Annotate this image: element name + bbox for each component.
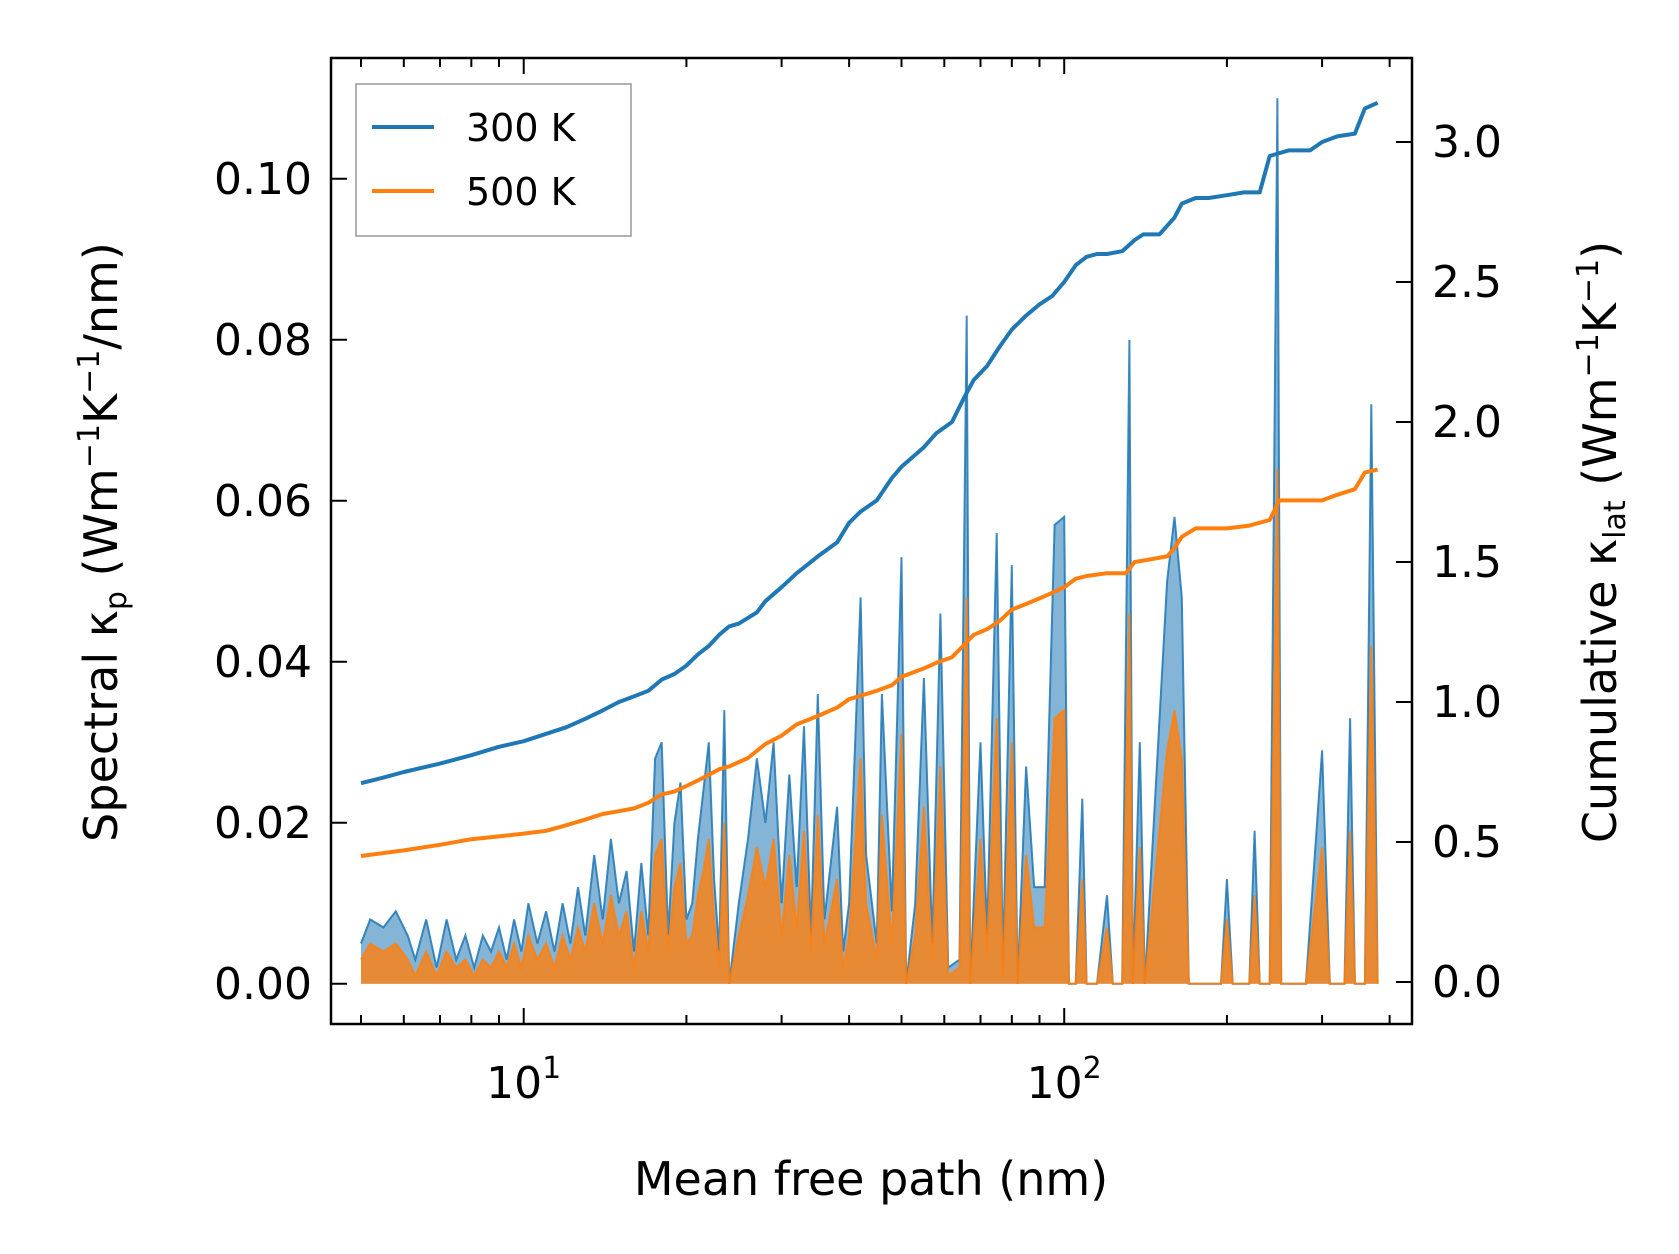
y-left-tick-label: 0.02	[214, 798, 312, 849]
legend-label-300k: 300 K	[466, 106, 577, 150]
right-y-axis-label: Cumulative κlat (Wm−1K−1)	[1571, 241, 1633, 843]
x-tick-label: 102	[1027, 1051, 1102, 1109]
y-right-tick-label: 2.5	[1432, 257, 1502, 308]
y-left-tick-label: 0.04	[214, 637, 312, 688]
y-left-tick-label: 0.10	[214, 154, 312, 205]
spectral-area-500k	[361, 468, 1378, 984]
y-right-tick-label: 2.0	[1432, 397, 1502, 448]
plot-frame	[329, 56, 1414, 1026]
ticks	[331, 58, 1412, 1024]
y-right-tick-label: 3.0	[1432, 117, 1502, 168]
y-left-tick-label: 0.00	[214, 959, 312, 1010]
cumulative-line-300k	[360, 100, 1379, 786]
x-axis-label: Mean free path (nm)	[634, 1152, 1108, 1206]
cumulative-lines	[360, 100, 1379, 858]
x-tick-label: 101	[486, 1051, 561, 1109]
spectral-line-500k	[360, 468, 1379, 985]
legend: 300 K 500 K	[355, 83, 632, 237]
y-left-tick-label: 0.08	[214, 315, 312, 366]
tick-labels: 101 102 0.00 0.02 0.04 0.06 0.08 0.10 0.0 0.5 1.0 1…	[214, 117, 1502, 1109]
cumulative-line-500k	[360, 467, 1379, 858]
y-right-tick-label: 1.5	[1432, 537, 1502, 588]
y-left-tick-label: 0.06	[214, 476, 312, 527]
legend-label-500k: 500 K	[466, 170, 577, 214]
y-right-tick-label: 1.0	[1432, 677, 1502, 728]
y-right-tick-label: 0.0	[1432, 957, 1502, 1008]
y-right-tick-label: 0.5	[1432, 817, 1502, 868]
left-y-axis-label: Spectral κp (Wm−1K−1/nm)	[72, 242, 134, 842]
legend-box	[355, 83, 632, 237]
